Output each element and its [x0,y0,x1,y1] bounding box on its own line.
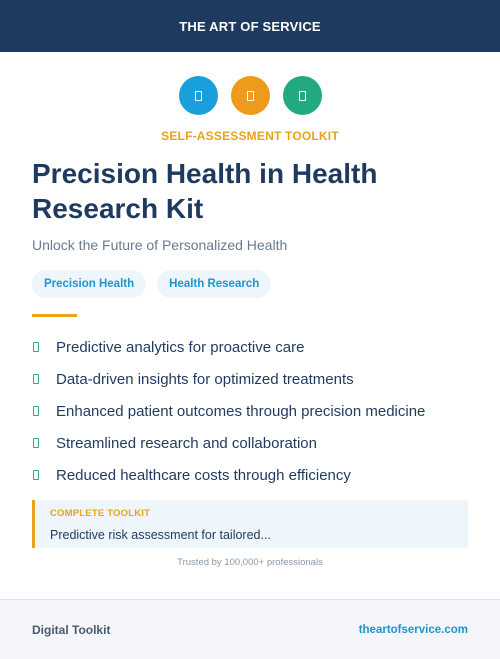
feature-text: Streamlined research and collaboration [56,434,317,452]
list-item: Enhanced patient outcomes through precis… [32,395,425,427]
checkmark-icon [33,470,39,480]
callout-label: COMPLETE TOOLKIT [50,508,151,519]
list-item: Data-driven insights for optimized treat… [32,363,425,395]
footer: Digital Toolkit theartofservice.com [0,599,500,659]
checkmark-icon [33,438,39,448]
document-icon [230,76,270,115]
trust-note: Trusted by 100,000+ professionals [177,557,323,568]
tag-health-research: Health Research [157,270,272,298]
page-title: Precision Health in Health Research Kit [32,158,378,224]
list-item: Reduced healthcare costs through efficie… [32,459,425,491]
icon-row [0,76,500,115]
callout-text: Predictive risk assessment for tailored.… [50,528,271,542]
list-item: Streamlined research and collaboration [32,427,425,459]
feature-text: Data-driven insights for optimized treat… [56,370,354,388]
tag-list: Precision Health Health Research [32,270,272,298]
kicker-label: SELF-ASSESSMENT TOOLKIT [161,129,339,143]
feature-text: Predictive analytics for proactive care [56,338,305,356]
checkmark-icon [33,342,39,352]
page-subtitle: Unlock the Future of Personalized Health [32,237,288,253]
list-item: Predictive analytics for proactive care [32,331,425,363]
document-icon [282,76,322,115]
top-banner: THE ART OF SERVICE [0,0,500,52]
checkmark-icon [33,406,39,416]
tag-precision-health: Precision Health [32,270,147,298]
brand-name: THE ART OF SERVICE [179,18,321,34]
checkmark-icon [33,374,39,384]
feature-text: Enhanced patient outcomes through precis… [56,402,426,420]
website-link[interactable]: theartofservice.com [358,623,468,636]
feature-list: Predictive analytics for proactive care … [32,331,425,491]
feature-text: Reduced healthcare costs through efficie… [56,466,351,484]
toolkit-callout: COMPLETE TOOLKIT Predictive risk assessm… [32,500,468,548]
footer-label: Digital Toolkit [32,622,111,637]
document-icon [178,76,218,115]
accent-divider [32,314,77,317]
